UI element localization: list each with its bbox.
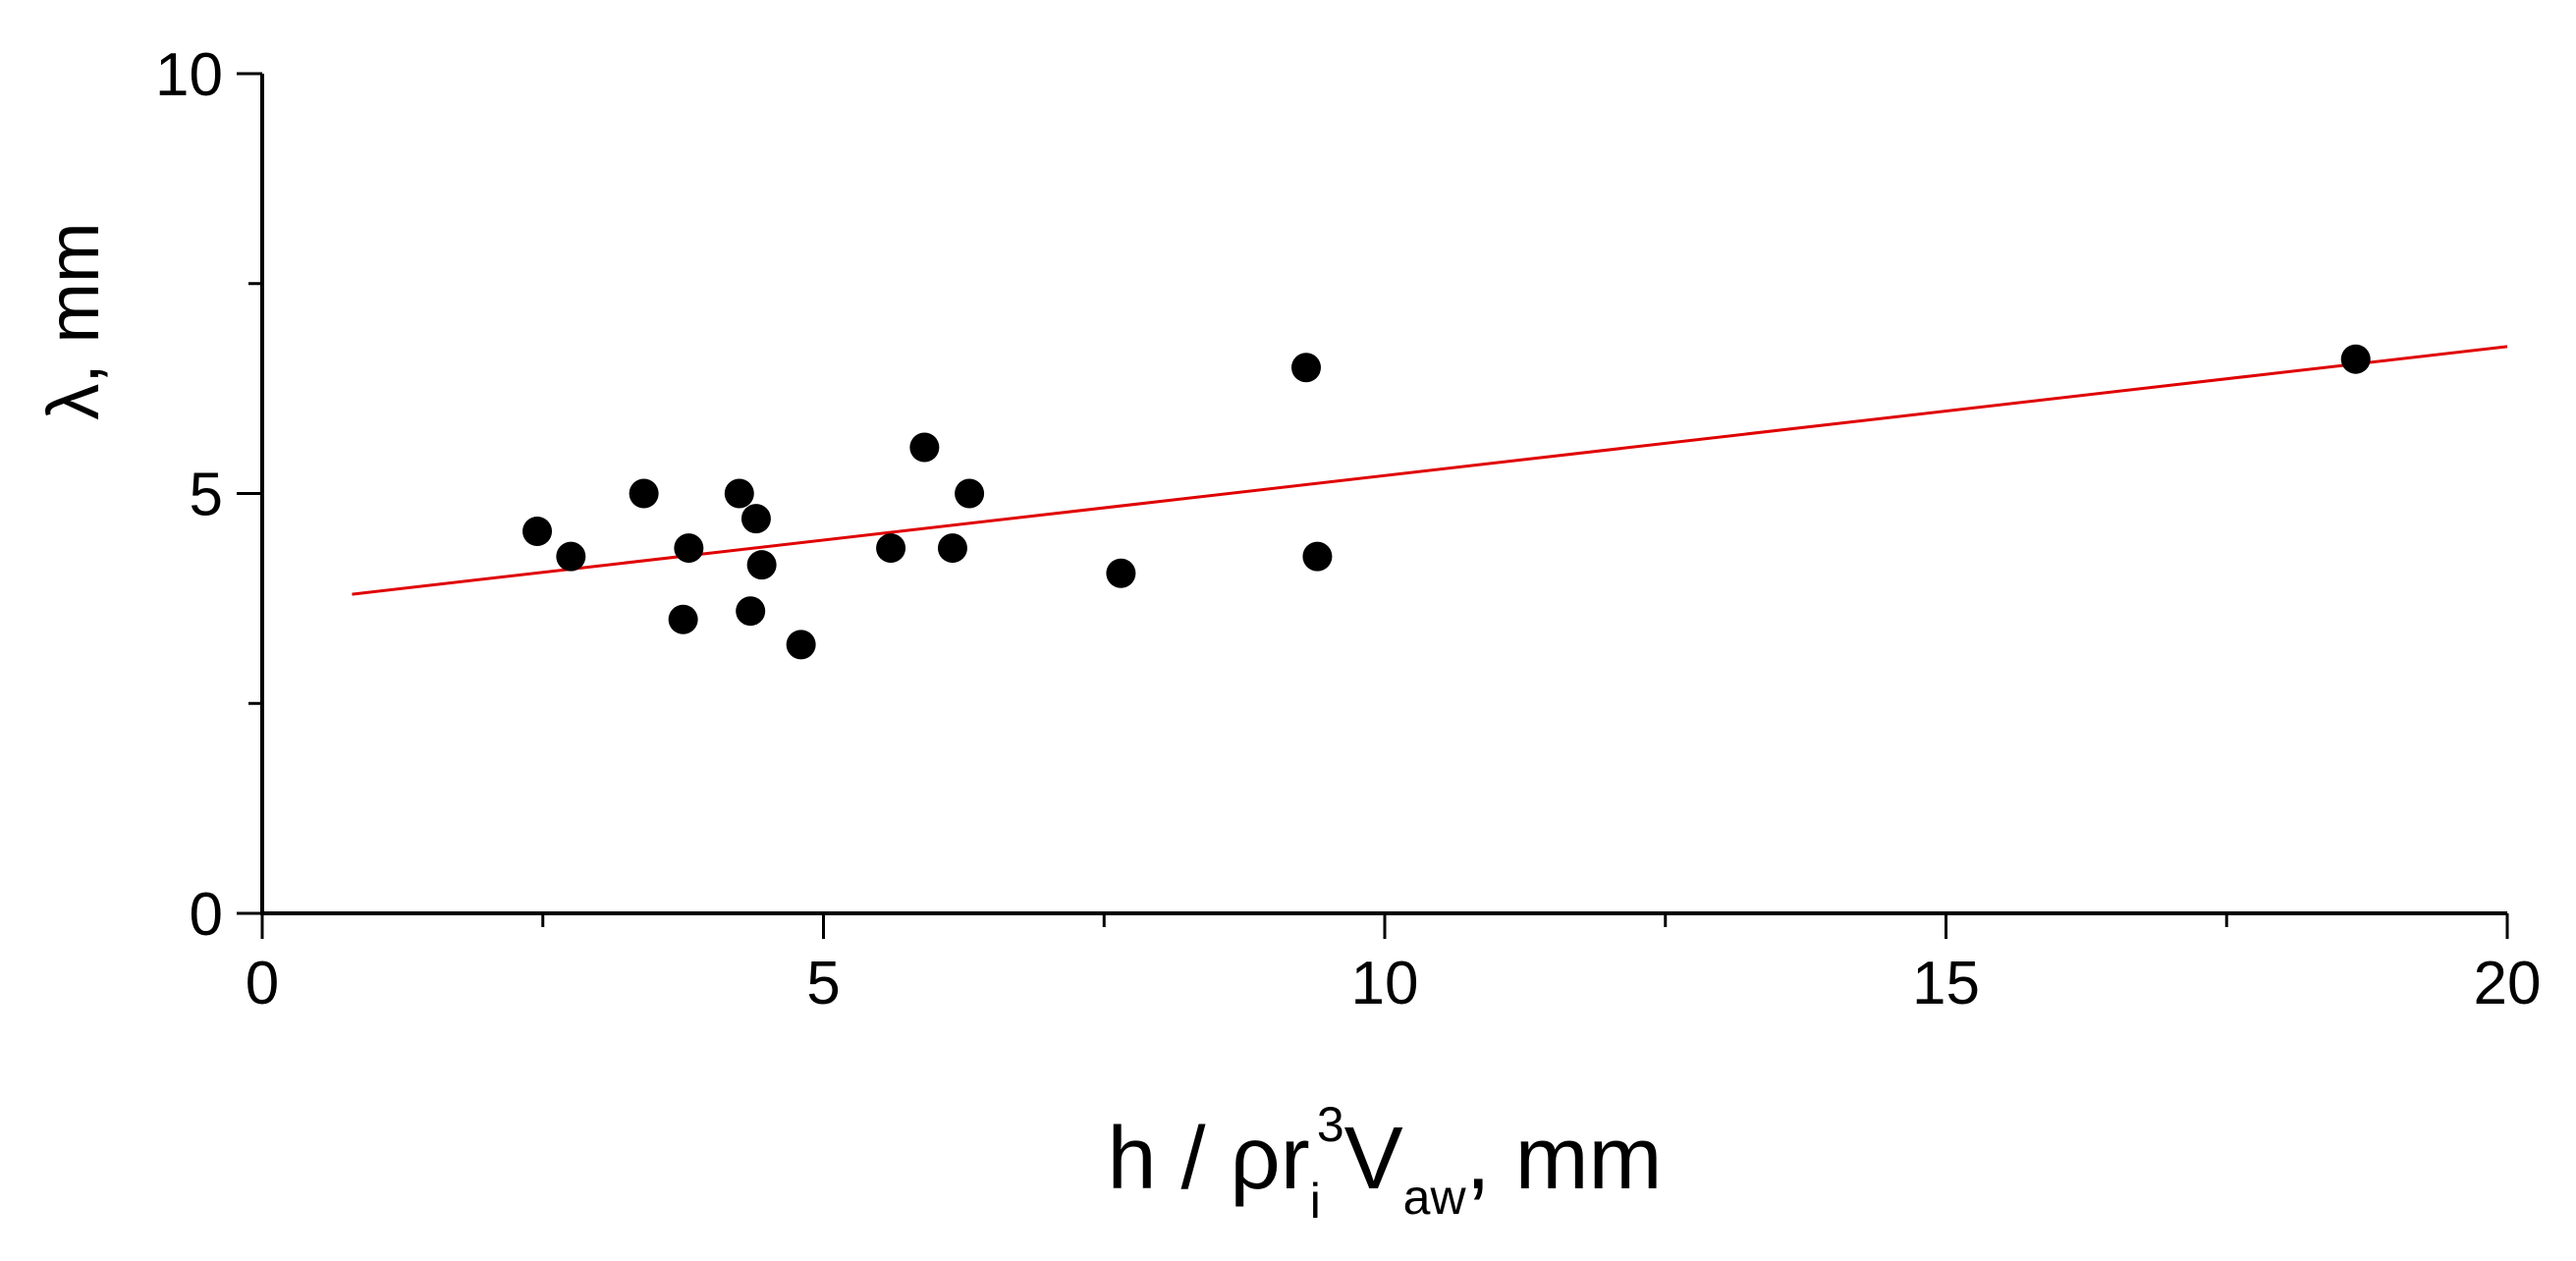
data-point: [740, 504, 771, 534]
data-point: [786, 630, 816, 660]
data-point: [556, 541, 586, 572]
x-axis-label-tail: , mm: [1466, 1110, 1663, 1208]
data-point: [1290, 353, 1321, 383]
fit-line: [352, 345, 2508, 596]
x-axis-label: h / ρri 3Vaw, mm: [1107, 1097, 1662, 1229]
x-axis-label-sub2: aw: [1403, 1170, 1467, 1225]
x-axis-label-sup: 3: [1317, 1097, 1344, 1152]
data-points: [522, 344, 2371, 660]
data-point: [1106, 558, 1136, 588]
x-axis-label-mid: V: [1344, 1110, 1403, 1208]
data-point: [674, 533, 704, 564]
data-point: [909, 432, 940, 463]
x-tick-label: 5: [806, 950, 840, 1017]
fit-line-group: [352, 345, 2508, 596]
y-tick-label: 0: [190, 881, 223, 949]
data-point: [1302, 541, 1333, 572]
data-point: [522, 516, 553, 546]
y-axis-label: λ, mm: [32, 222, 114, 419]
data-point: [736, 596, 766, 627]
ticks: 0 5 10 15 20 0 5 10: [155, 41, 2541, 1017]
x-tick-label: 20: [2474, 950, 2542, 1017]
x-tick-label: 0: [246, 950, 279, 1017]
data-point: [2340, 344, 2371, 374]
axes: [260, 74, 2507, 915]
x-axis-label-main: h / ρr: [1107, 1110, 1309, 1208]
x-axis-label-sub1: i: [1310, 1174, 1321, 1229]
data-point: [876, 533, 906, 564]
x-tick-label: 10: [1351, 950, 1419, 1017]
data-point: [668, 604, 698, 634]
data-point: [937, 533, 967, 564]
x-tick-label: 15: [1912, 950, 1980, 1017]
y-tick-label: 10: [155, 41, 223, 109]
y-tick-label: 5: [190, 462, 223, 529]
data-point: [724, 478, 754, 509]
data-point: [955, 478, 985, 509]
data-point: [629, 478, 659, 509]
data-point: [746, 550, 777, 580]
